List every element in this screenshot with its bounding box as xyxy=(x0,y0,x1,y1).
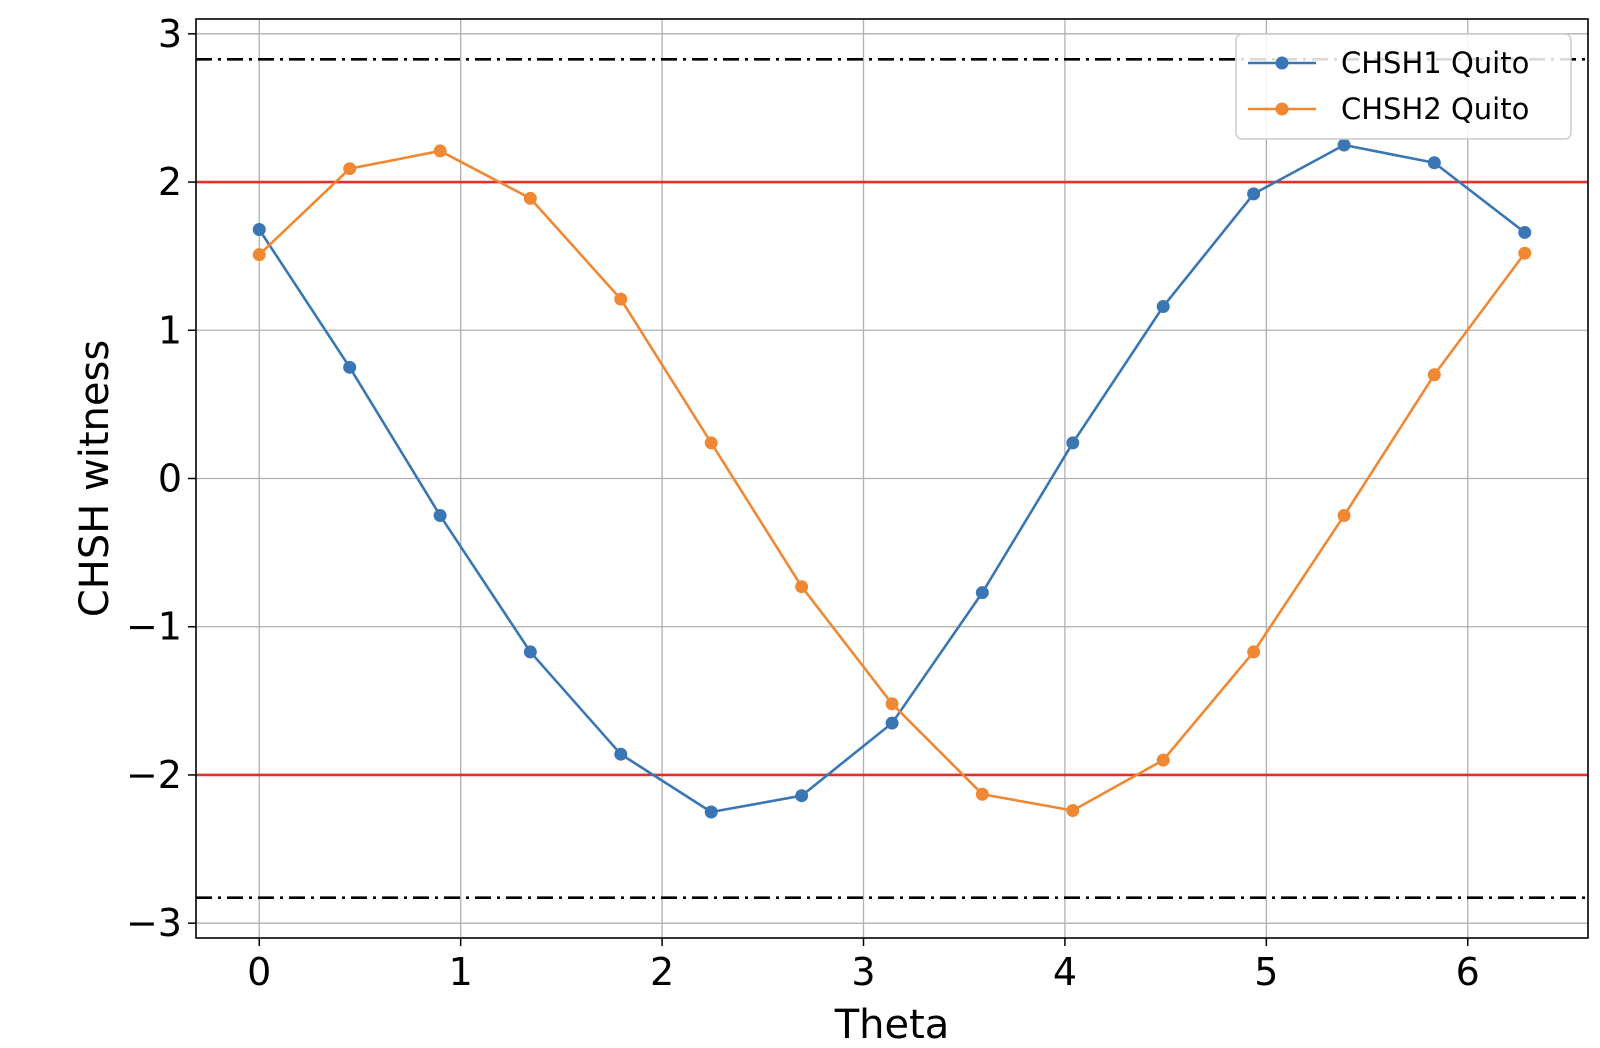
x-tick-label: 1 xyxy=(449,950,473,994)
legend-box xyxy=(1235,33,1572,140)
legend-item: CHSH2 Quito xyxy=(1248,92,1529,126)
legend-label: CHSH1 Quito xyxy=(1341,46,1529,80)
legend-marker xyxy=(1275,56,1289,70)
data-point xyxy=(1337,138,1351,152)
data-point xyxy=(885,716,899,730)
data-point xyxy=(523,191,537,205)
y-tick-label: 1 xyxy=(158,308,182,352)
x-tick-label: 4 xyxy=(1053,950,1077,994)
data-point xyxy=(795,789,809,803)
data-point xyxy=(433,509,447,523)
series-2 xyxy=(252,144,1532,818)
data-point xyxy=(975,787,989,801)
data-point xyxy=(704,436,718,450)
data-point xyxy=(1156,753,1170,767)
data-point xyxy=(975,586,989,600)
y-tick-label: 3 xyxy=(158,12,182,56)
series-line xyxy=(258,149,1526,812)
data-point xyxy=(343,360,357,374)
x-tick-label: 6 xyxy=(1456,950,1480,994)
series-lines xyxy=(252,138,1532,819)
x-tick-label: 0 xyxy=(247,950,271,994)
data-point xyxy=(252,222,266,236)
data-point xyxy=(343,162,357,176)
legend-label: CHSH2 Quito xyxy=(1341,92,1529,126)
x-tick-label: 3 xyxy=(851,950,875,994)
data-point xyxy=(795,580,809,594)
data-point xyxy=(1066,804,1080,818)
data-point xyxy=(1427,156,1441,170)
data-point xyxy=(614,292,628,306)
x-tick-label: 2 xyxy=(650,950,674,994)
data-point xyxy=(1337,509,1351,523)
data-point xyxy=(1066,436,1080,450)
legend-marker xyxy=(1275,102,1289,116)
data-point xyxy=(523,645,537,659)
axis-ticks: 0 1 2 3 4 5 6 −3 −2 −1 0 1 2 3 xyxy=(126,12,1480,994)
y-tick-label: −1 xyxy=(126,605,182,649)
data-point xyxy=(1156,300,1170,314)
series-1 xyxy=(252,138,1532,819)
legend: CHSH1 Quito CHSH2 Quito xyxy=(1235,33,1572,140)
x-axis-label: Theta xyxy=(834,1002,950,1048)
x-tick-label: 5 xyxy=(1254,950,1278,994)
y-tick-label: 0 xyxy=(158,457,182,501)
data-point xyxy=(614,747,628,761)
y-tick-label: −3 xyxy=(126,901,182,945)
data-point xyxy=(1427,368,1441,382)
y-tick-label: −2 xyxy=(126,753,182,797)
data-point xyxy=(1518,246,1532,260)
y-tick-label: 2 xyxy=(158,160,182,204)
data-point xyxy=(433,144,447,158)
data-point xyxy=(885,697,899,711)
data-point xyxy=(1518,225,1532,239)
legend-item: CHSH1 Quito xyxy=(1248,46,1529,80)
data-point xyxy=(1247,187,1261,201)
data-point xyxy=(704,805,718,819)
data-point xyxy=(252,248,266,262)
y-axis-label: CHSH witness xyxy=(72,340,118,617)
data-point xyxy=(1247,645,1261,659)
